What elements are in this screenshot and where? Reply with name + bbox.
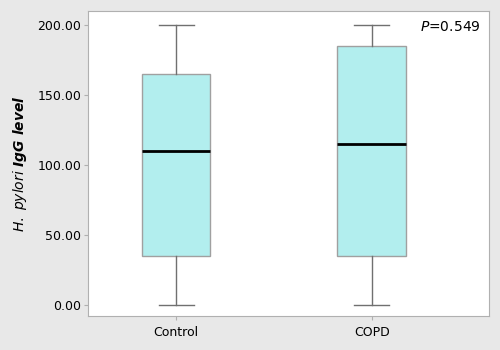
Bar <box>142 74 210 256</box>
Bar <box>338 46 406 256</box>
Y-axis label: $\it{H.\ pylori}$ IgG level: $\it{H.\ pylori}$ IgG level <box>11 95 29 232</box>
Text: $\it{P}$=0.549: $\it{P}$=0.549 <box>420 20 481 34</box>
